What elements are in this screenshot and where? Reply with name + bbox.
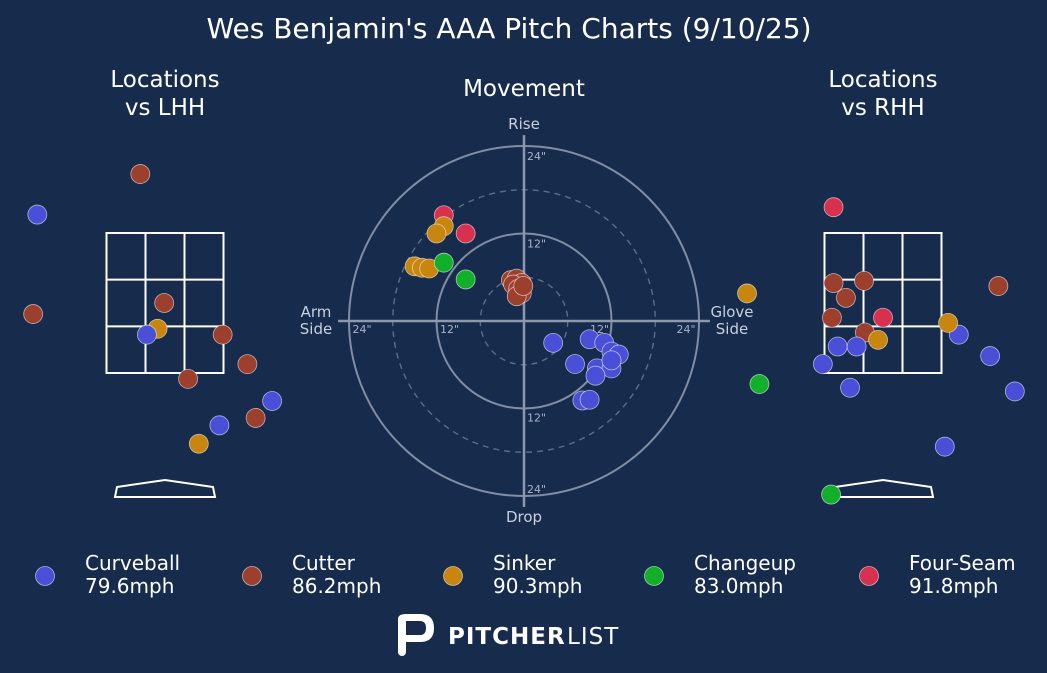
pitch-point [209,415,230,436]
legend-label: Four-Seam [909,551,1016,575]
pitch-point [188,433,209,454]
pitch-point [836,287,856,308]
pitch-point [23,304,44,324]
pitch-point [821,484,841,505]
pitch-point [827,336,848,357]
pitch-point [262,391,283,411]
panel-title-rhh-line: Locations [828,67,937,93]
home-plate [831,478,935,498]
panel-title-rhh-line: vs RHH [841,95,924,121]
pitch-point [934,436,955,457]
legend-marker [242,566,262,586]
legend-label: Cutter [292,551,356,575]
pitcherlist-p-icon [398,614,434,656]
ring-label: 24" [352,323,371,336]
panel-title-lhh-line: vs LHH [125,95,205,121]
movement-title-line: Movement [463,76,585,102]
pitch-point [938,312,958,333]
movement-point [455,269,476,290]
ring-label: 24" [527,483,546,496]
pitch-point [854,270,874,291]
pitch-point [136,324,157,345]
axis-label-drop-line: Drop [506,508,542,526]
pitch-point [822,307,842,328]
axis-label-rise-line: Rise [508,115,540,133]
ring-label: 12" [527,238,546,251]
chart-title: Wes Benjamin's AAA Pitch Charts (9/10/25… [206,12,811,45]
axis-label-arm-side-line: Arm [301,303,332,321]
legend-speed: 90.3mph [493,574,582,598]
home-plate [113,478,217,498]
legend-label: Sinker [493,551,556,575]
ring-label: 24" [676,323,695,336]
movement-point [601,350,622,371]
brand-light: LIST [567,624,619,650]
movement-title: Movement [463,76,585,102]
pitch-point [823,197,844,218]
legend-label: Changeup [694,551,796,575]
pitcherlist-logo: PITCHER LIST [398,614,619,656]
axis-label-drop: Drop [506,508,542,526]
locations-rhh-panel: Locations vs RHH [737,67,1025,505]
brand-bold: PITCHER [448,624,566,650]
axis-label-arm-side: Arm Side [300,303,332,338]
axis-label-glove-side-line: Side [716,320,748,338]
axis-label-arm-side-line: Side [300,320,332,338]
pitch-point [749,374,770,394]
legend-marker [859,566,879,586]
pitch-point [980,346,1001,366]
pitch-point [237,354,258,375]
ring-label: 12" [440,323,459,336]
movement-point [585,365,606,386]
panel-title-lhh: Locations vs LHH [110,67,219,121]
pitch-point [812,354,833,375]
pitch-point [154,293,175,313]
ring-label: 24" [527,150,546,163]
locations-lhh-panel: Locations vs LHH [23,67,283,498]
pitch-point [737,283,757,304]
movement-point [426,223,447,244]
pitch-point [178,368,198,389]
legend-marker [443,566,463,586]
legend-speed: 79.6mph [85,574,174,598]
movement-point [455,223,476,244]
legend-label: Curveball [85,551,180,575]
pitch-point [130,164,151,184]
pitch-point [1004,381,1025,402]
panel-title-lhh-line: Locations [110,67,219,93]
pitch-point [212,324,233,345]
strike-zone [823,232,943,374]
axis-label-glove-side: Glove Side [710,303,753,338]
pitch-point [988,276,1009,296]
legend-speed: 86.2mph [292,574,381,598]
movement-point [433,252,454,273]
ring-label: 12" [527,412,546,425]
pitch-point [840,377,860,398]
pitch-point [27,204,48,225]
movement-point [565,354,585,374]
pitch-point [846,336,867,357]
pitch-point [245,408,266,428]
pitch-point [823,273,844,294]
movement-point [513,276,534,296]
axis-label-glove-side-line: Glove [710,303,753,321]
legend-marker [644,566,664,586]
pitch-point [873,307,893,328]
legend-marker [35,566,55,586]
legend-speed: 91.8mph [909,574,998,598]
movement-point [543,332,564,353]
pitch-point [868,329,888,350]
strike-zone [105,232,225,374]
axis-label-rise: Rise [508,115,540,133]
panel-title-rhh: Locations vs RHH [828,67,937,121]
legend-speed: 83.0mph [694,574,783,598]
movement-point [579,389,600,410]
